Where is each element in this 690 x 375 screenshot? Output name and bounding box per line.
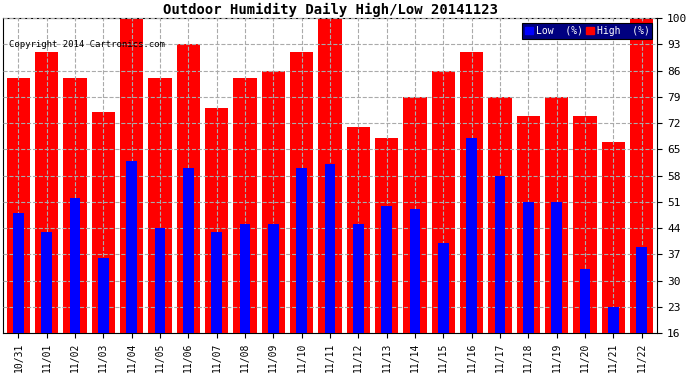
Bar bbox=[382, 206, 392, 375]
Bar bbox=[324, 164, 335, 375]
Bar bbox=[551, 202, 562, 375]
Bar bbox=[41, 232, 52, 375]
Bar bbox=[517, 116, 540, 375]
Bar bbox=[460, 52, 483, 375]
Bar bbox=[211, 232, 222, 375]
Bar bbox=[262, 70, 285, 375]
Bar bbox=[580, 269, 591, 375]
Bar bbox=[636, 247, 647, 375]
Bar bbox=[353, 224, 364, 375]
Bar bbox=[183, 168, 194, 375]
Bar bbox=[239, 224, 250, 375]
Bar bbox=[120, 18, 144, 375]
Legend: Low  (%), High  (%): Low (%), High (%) bbox=[522, 23, 652, 39]
Bar bbox=[489, 97, 511, 375]
Bar bbox=[404, 97, 426, 375]
Bar bbox=[602, 142, 625, 375]
Bar bbox=[318, 18, 342, 375]
Bar bbox=[7, 78, 30, 375]
Bar bbox=[347, 127, 370, 375]
Bar bbox=[523, 202, 534, 375]
Bar bbox=[608, 307, 619, 375]
Title: Outdoor Humidity Daily High/Low 20141123: Outdoor Humidity Daily High/Low 20141123 bbox=[163, 3, 497, 17]
Bar bbox=[63, 78, 87, 375]
Bar bbox=[155, 228, 166, 375]
Bar bbox=[126, 160, 137, 375]
Text: Copyright 2014 Cartronics.com: Copyright 2014 Cartronics.com bbox=[10, 40, 165, 49]
Bar bbox=[296, 168, 307, 375]
Bar bbox=[233, 78, 257, 375]
Bar bbox=[35, 52, 59, 375]
Bar bbox=[375, 138, 398, 375]
Bar bbox=[432, 70, 455, 375]
Bar bbox=[466, 138, 477, 375]
Bar bbox=[70, 198, 81, 375]
Bar bbox=[92, 112, 115, 375]
Bar bbox=[13, 213, 23, 375]
Bar bbox=[205, 108, 228, 375]
Bar bbox=[268, 224, 279, 375]
Bar bbox=[545, 97, 569, 375]
Bar bbox=[177, 44, 200, 375]
Bar bbox=[98, 258, 109, 375]
Bar bbox=[495, 176, 505, 375]
Bar bbox=[438, 243, 449, 375]
Bar bbox=[630, 18, 653, 375]
Bar bbox=[573, 116, 597, 375]
Bar bbox=[410, 209, 420, 375]
Bar bbox=[148, 78, 172, 375]
Bar bbox=[290, 52, 313, 375]
